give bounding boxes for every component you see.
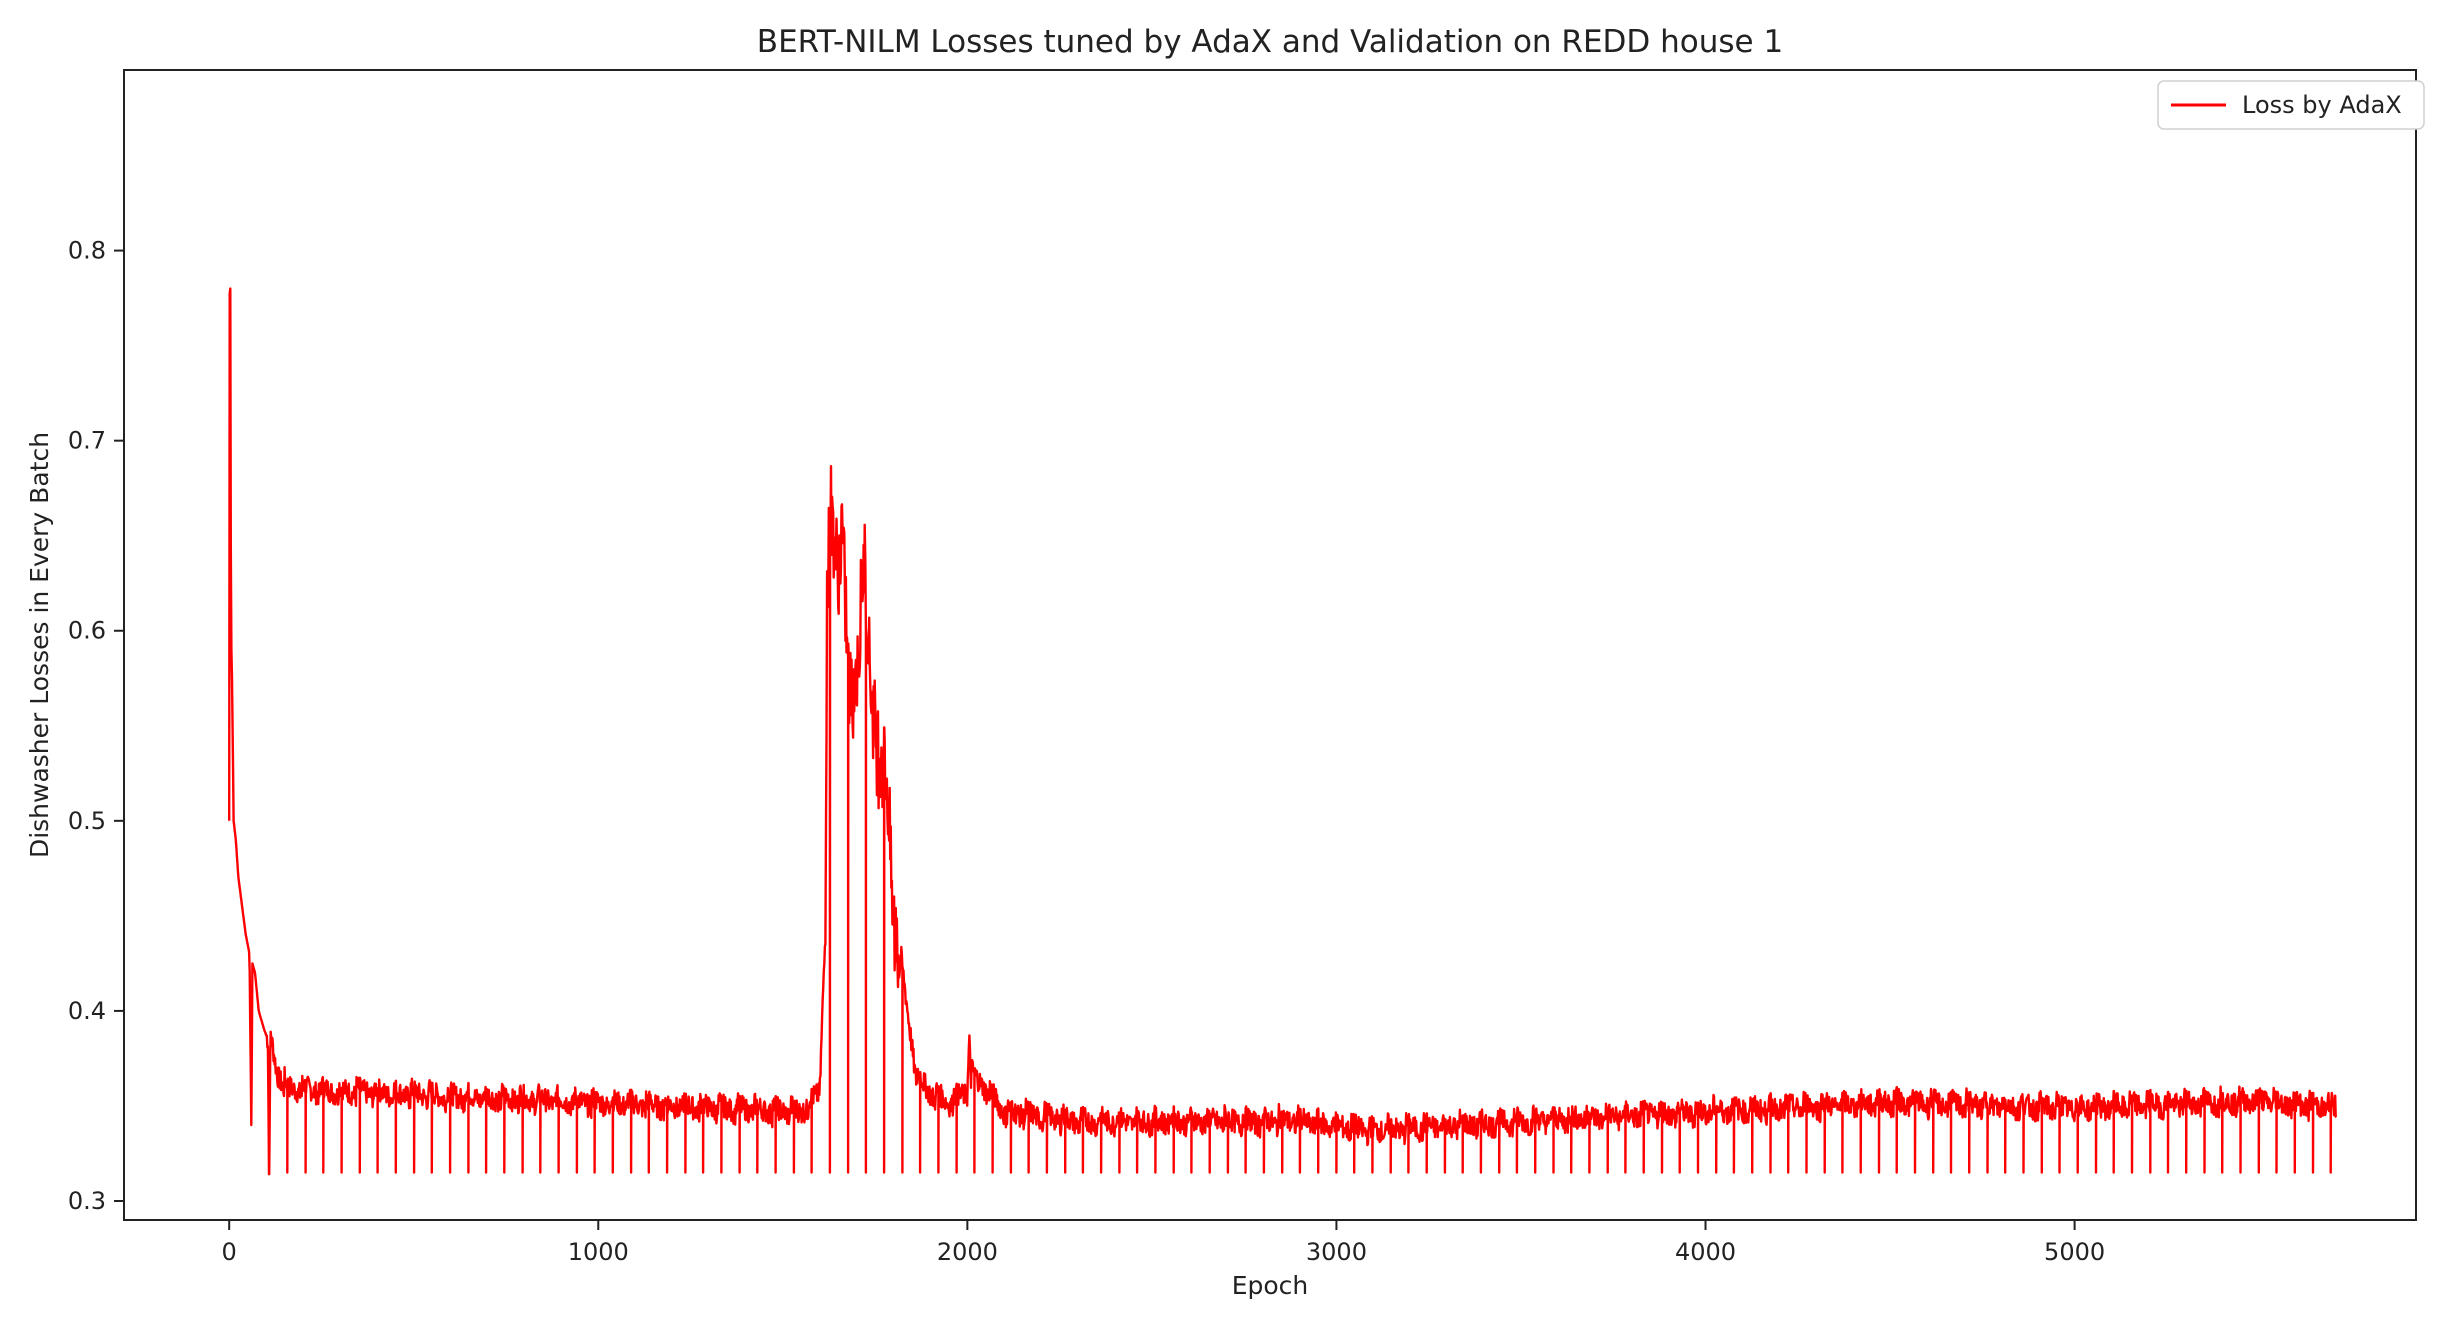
- y-axis: 0.3 0.4 0.5 0.6 0.7 0.8: [68, 237, 124, 1215]
- series-layer: [228, 287, 2338, 1176]
- legend-box: [2157, 80, 2425, 130]
- legend-label-loss-by-adax: Loss by AdaX: [2242, 91, 2402, 119]
- x-tick-label: 4000: [1675, 1238, 1736, 1266]
- x-tick-label: 1000: [568, 1238, 629, 1266]
- y-tick-label: 0.7: [68, 427, 106, 455]
- legend: Loss by AdaX: [2157, 80, 2425, 130]
- y-tick-label: 0.3: [68, 1187, 106, 1215]
- x-tick-label: 2000: [937, 1238, 998, 1266]
- y-tick-label: 0.4: [68, 997, 106, 1025]
- series-line-loss-by-adax: [228, 287, 2338, 1176]
- y-tick-label: 0.6: [68, 617, 106, 645]
- y-tick-label: 0.5: [68, 807, 106, 835]
- y-tick-label: 0.8: [68, 237, 106, 265]
- plot-area: [124, 70, 2416, 1220]
- x-tick-label: 0: [222, 1238, 237, 1266]
- x-tick-label: 3000: [1306, 1238, 1367, 1266]
- x-axis-label: Epoch: [1232, 1271, 1309, 1300]
- chart-title: BERT-NILM Losses tuned by AdaX and Valid…: [757, 24, 1783, 60]
- x-tick-label: 5000: [2044, 1238, 2105, 1266]
- x-axis: 0 1000 2000 3000 4000 5000: [222, 1220, 2105, 1266]
- plot-frame: [123, 69, 2417, 1221]
- y-axis-label: Dishwasher Losses in Every Batch: [25, 432, 54, 858]
